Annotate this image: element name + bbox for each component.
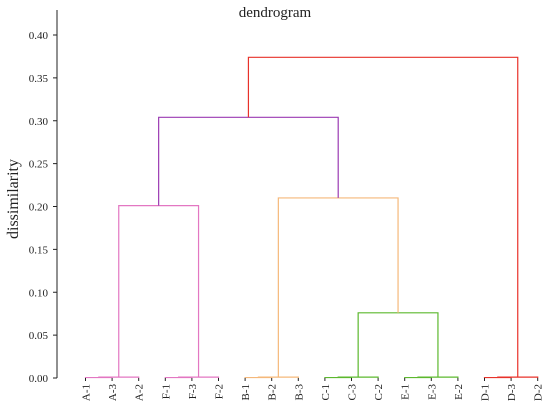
leaf-label: F-2: [214, 384, 226, 399]
leaf-label: F-1: [160, 384, 172, 399]
y-tick-label: 0.25: [29, 159, 49, 171]
leaf-label: C-3: [347, 384, 359, 401]
merge-link-ce: [357, 312, 439, 378]
merge-link-bce: [277, 197, 399, 378]
y-tick-label: 0.30: [29, 116, 49, 128]
leaf-label: B-1: [240, 384, 252, 401]
leaf-label: B-3: [293, 384, 305, 401]
y-ticks: 0.00 0.05 0.10 0.15 0.20 0.25 0.30 0.35 0.40: [29, 30, 57, 385]
leaf-label: A-3: [107, 384, 119, 402]
leaf-label: A-1: [81, 384, 93, 401]
y-tick-label: 0.05: [29, 330, 49, 342]
leaf-label: B-2: [267, 384, 279, 401]
y-axis-label: dissimilarity: [5, 159, 22, 239]
leaf-label: C-2: [373, 384, 385, 401]
y-tick-label: 0.00: [29, 373, 49, 385]
merge-link-afbce: [158, 116, 339, 206]
leaf-label: E-1: [400, 384, 412, 400]
y-tick-label: 0.35: [29, 73, 49, 85]
leaf-label: E-3: [426, 384, 438, 400]
dendrogram-links: [84, 56, 539, 379]
leaf-label: E-2: [453, 384, 465, 400]
merge-link-all: [247, 56, 519, 378]
chart-title: dendrogram: [239, 5, 312, 21]
leaf-labels: A-1 A-3 A-2 F-1 F-3 F-2 B-1 B-2 B-3 C-1 C-3 C-2 E-1 E…: [81, 378, 545, 401]
y-tick-label: 0.15: [29, 244, 49, 256]
leaf-label: F-3: [187, 384, 199, 400]
leaf-label: D-1: [480, 384, 492, 401]
leaf-label: D-2: [533, 384, 545, 401]
leaf-label: D-3: [506, 384, 518, 402]
y-tick-label: 0.20: [29, 202, 49, 214]
y-tick-label: 0.10: [29, 287, 49, 299]
leaf-label: C-1: [320, 384, 332, 401]
y-tick-label: 0.40: [29, 30, 49, 42]
leaf-label: A-2: [134, 384, 146, 401]
merge-link-af: [118, 205, 200, 378]
